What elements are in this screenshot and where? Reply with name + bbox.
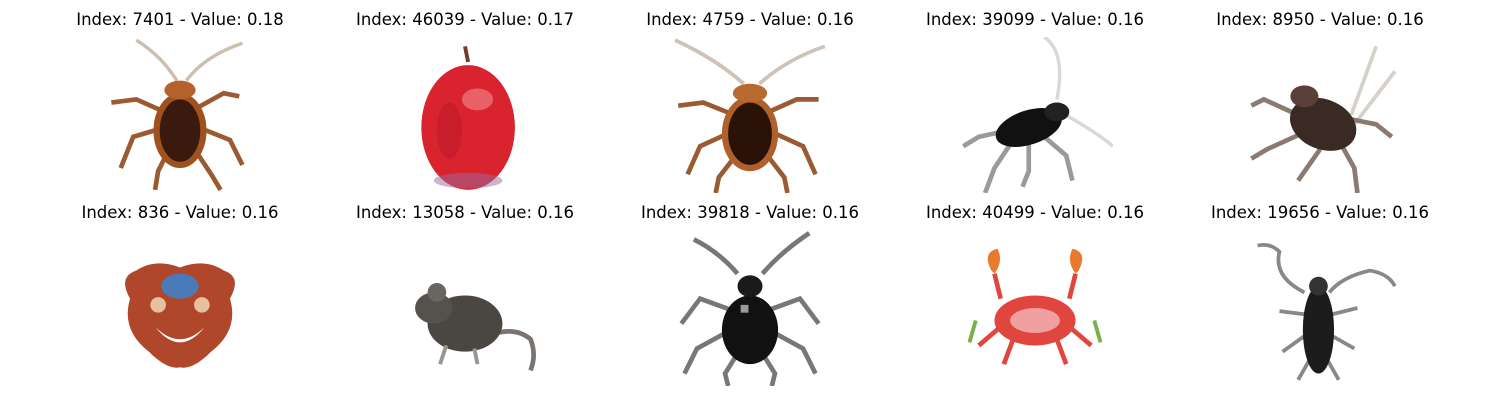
cricket-icon — [957, 37, 1113, 193]
cockroach-icon — [102, 37, 258, 193]
grid-cell: Index: 7401 - Value: 0.18 — [30, 0, 330, 193]
cell-title: Index: 39099 - Value: 0.16 — [925, 10, 1144, 29]
grid-cell: Index: 46039 - Value: 0.17 — [315, 0, 615, 193]
grid-cell: Index: 40499 - Value: 0.16 — [885, 193, 1185, 383]
mouse-icon — [387, 230, 543, 386]
cockroach-icon — [672, 37, 828, 193]
crab-icon — [957, 230, 1113, 386]
cell-title: Index: 46039 - Value: 0.17 — [355, 10, 574, 29]
grid-cell: Index: 8950 - Value: 0.16 — [1170, 0, 1470, 193]
cell-title: Index: 7401 - Value: 0.18 — [76, 10, 284, 29]
mask-icon — [102, 230, 258, 386]
grid-cell: Index: 39099 - Value: 0.16 — [885, 0, 1185, 193]
apple-icon — [387, 37, 543, 193]
cockroach-icon — [1242, 37, 1398, 193]
cell-title: Index: 4759 - Value: 0.16 — [646, 10, 854, 29]
cell-title: Index: 39818 - Value: 0.16 — [640, 203, 859, 222]
grid-cell: Index: 39818 - Value: 0.16 — [600, 193, 900, 386]
cell-title: Index: 19656 - Value: 0.16 — [1210, 203, 1429, 222]
grid-cell: Index: 836 - Value: 0.16 — [30, 193, 330, 383]
beetle-icon — [672, 230, 828, 386]
grid-cell: Index: 13058 - Value: 0.16 — [315, 193, 615, 383]
grid-cell: Index: 19656 - Value: 0.16 — [1170, 193, 1470, 383]
longhorn-beetle-icon — [1242, 230, 1398, 386]
cell-title: Index: 8950 - Value: 0.16 — [1216, 10, 1424, 29]
cell-title: Index: 40499 - Value: 0.16 — [925, 203, 1144, 222]
cell-title: Index: 836 - Value: 0.16 — [81, 203, 279, 222]
cell-title: Index: 13058 - Value: 0.16 — [355, 203, 574, 222]
grid-cell: Index: 4759 - Value: 0.16 — [600, 0, 900, 193]
